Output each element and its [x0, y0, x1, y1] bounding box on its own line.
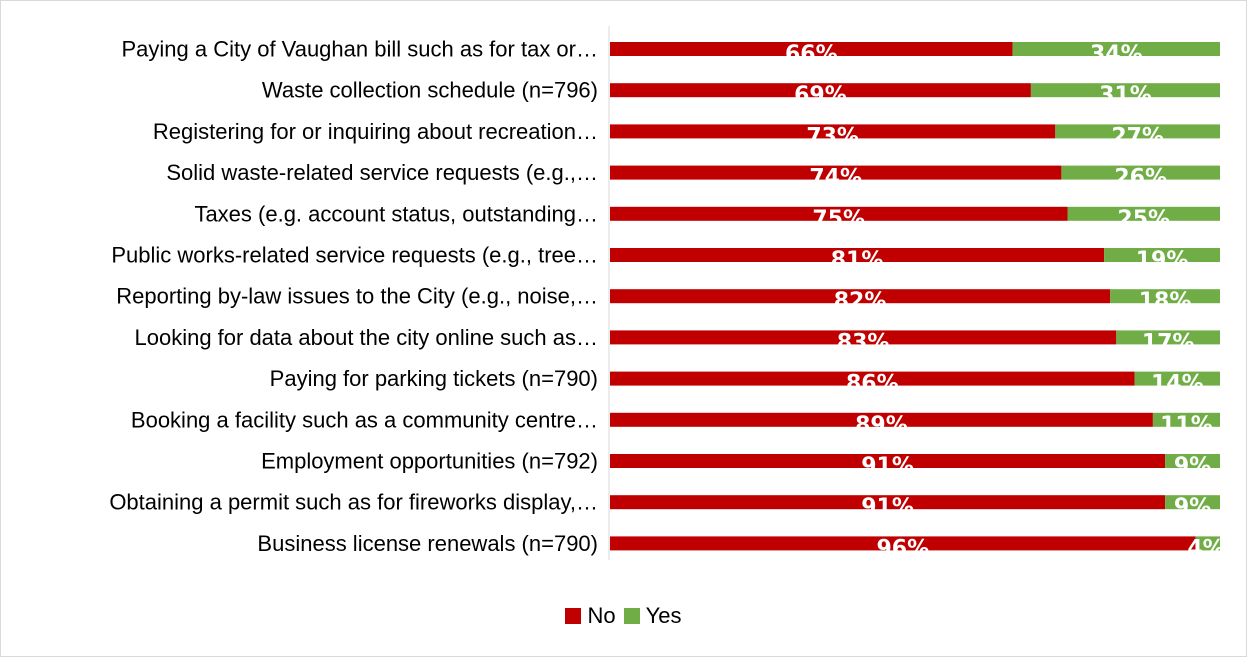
data-label-yes: 11% [1160, 413, 1213, 438]
category-label: Paying for parking tickets (n=790) [270, 366, 598, 391]
bar-no [610, 495, 1166, 510]
bars [610, 42, 1220, 551]
data-label-yes: 17% [1142, 330, 1195, 355]
bar-no [610, 206, 1068, 221]
bar-yes [1152, 412, 1220, 427]
category-labels: Paying a City of Vaughan bill such as fo… [109, 37, 598, 556]
data-label-yes: 19% [1136, 248, 1189, 273]
bar-no [610, 124, 1056, 139]
data-label-yes: 25% [1117, 207, 1170, 232]
bar-yes [1030, 83, 1220, 98]
category-label: Solid waste-related service requests (e.… [166, 160, 598, 185]
category-label: Registering for or inquiring about recre… [153, 119, 598, 144]
data-label-yes: 14% [1151, 372, 1204, 397]
category-label: Public works-related service requests (e… [111, 243, 598, 268]
bar-yes [1134, 371, 1220, 386]
legend: No Yes [0, 603, 1247, 629]
data-label-no: 75% [812, 207, 865, 232]
data-label-yes: 9% [1174, 495, 1211, 520]
legend-swatch-no [565, 608, 582, 624]
bar-no [610, 330, 1117, 345]
data-label-no: 69% [794, 83, 847, 108]
legend-label-no: No [587, 603, 616, 628]
data-label-no: 74% [809, 166, 862, 191]
data-label-yes: 31% [1099, 83, 1152, 108]
category-label: Business license renewals (n=790) [257, 531, 598, 556]
legend-item-no: No [565, 603, 616, 629]
bar-no [610, 42, 1013, 56]
legend-item-yes: Yes [623, 603, 682, 629]
category-label: Paying a City of Vaughan bill such as fo… [121, 37, 598, 62]
data-label-no: 82% [834, 289, 887, 314]
bar-yes [1104, 248, 1220, 262]
category-label: Reporting by-law issues to the City (e.g… [116, 284, 598, 309]
data-label-no: 73% [806, 124, 859, 149]
data-label-yes: 4% [1187, 536, 1224, 561]
data-label-no: 66% [785, 42, 838, 67]
data-label-no: 81% [831, 248, 884, 273]
legend-swatch-yes [623, 608, 640, 624]
data-label-yes: 18% [1139, 289, 1192, 314]
bar-no [610, 83, 1031, 98]
bar-yes [1055, 124, 1220, 139]
category-label: Obtaining a permit such as for fireworks… [109, 490, 598, 515]
data-labels: 66% 34% 69% 31% 73% 27% 74% 26% 75% 25% 81% 19% 82% 1… [785, 42, 1225, 561]
bar-yes [1067, 206, 1220, 221]
data-label-no: 86% [846, 372, 899, 397]
bar-yes [1116, 330, 1220, 345]
bar-no [610, 165, 1062, 180]
bar-no [610, 289, 1111, 304]
bar-no [610, 248, 1105, 262]
bar-no [610, 454, 1166, 468]
bar-yes [1061, 165, 1220, 180]
data-label-no: 91% [861, 495, 914, 520]
data-label-yes: 27% [1111, 124, 1164, 149]
legend-label-yes: Yes [645, 603, 682, 628]
category-label: Looking for data about the city online s… [134, 325, 598, 350]
bar-yes [1110, 289, 1220, 304]
bar-no [610, 412, 1153, 427]
bar-yes [1012, 42, 1220, 56]
data-label-yes: 34% [1090, 42, 1143, 67]
category-label: Taxes (e.g. account status, outstanding… [194, 201, 598, 226]
bar-no [610, 536, 1196, 551]
bar-yes [1165, 454, 1220, 468]
stacked-bar-chart: Paying a City of Vaughan bill such as fo… [109, 26, 1225, 561]
bar-no [610, 371, 1135, 386]
data-label-no: 91% [861, 454, 914, 479]
category-label: Employment opportunities (n=792) [261, 449, 598, 474]
data-label-yes: 26% [1114, 166, 1167, 191]
category-label: Booking a facility such as a community c… [131, 407, 598, 432]
category-label: Waste collection schedule (n=796) [262, 78, 598, 103]
data-label-no: 89% [855, 413, 908, 438]
bar-yes [1165, 495, 1220, 510]
data-label-no: 96% [876, 536, 929, 561]
data-label-yes: 9% [1174, 454, 1211, 479]
data-label-no: 83% [837, 330, 890, 355]
bar-yes [1195, 536, 1220, 551]
